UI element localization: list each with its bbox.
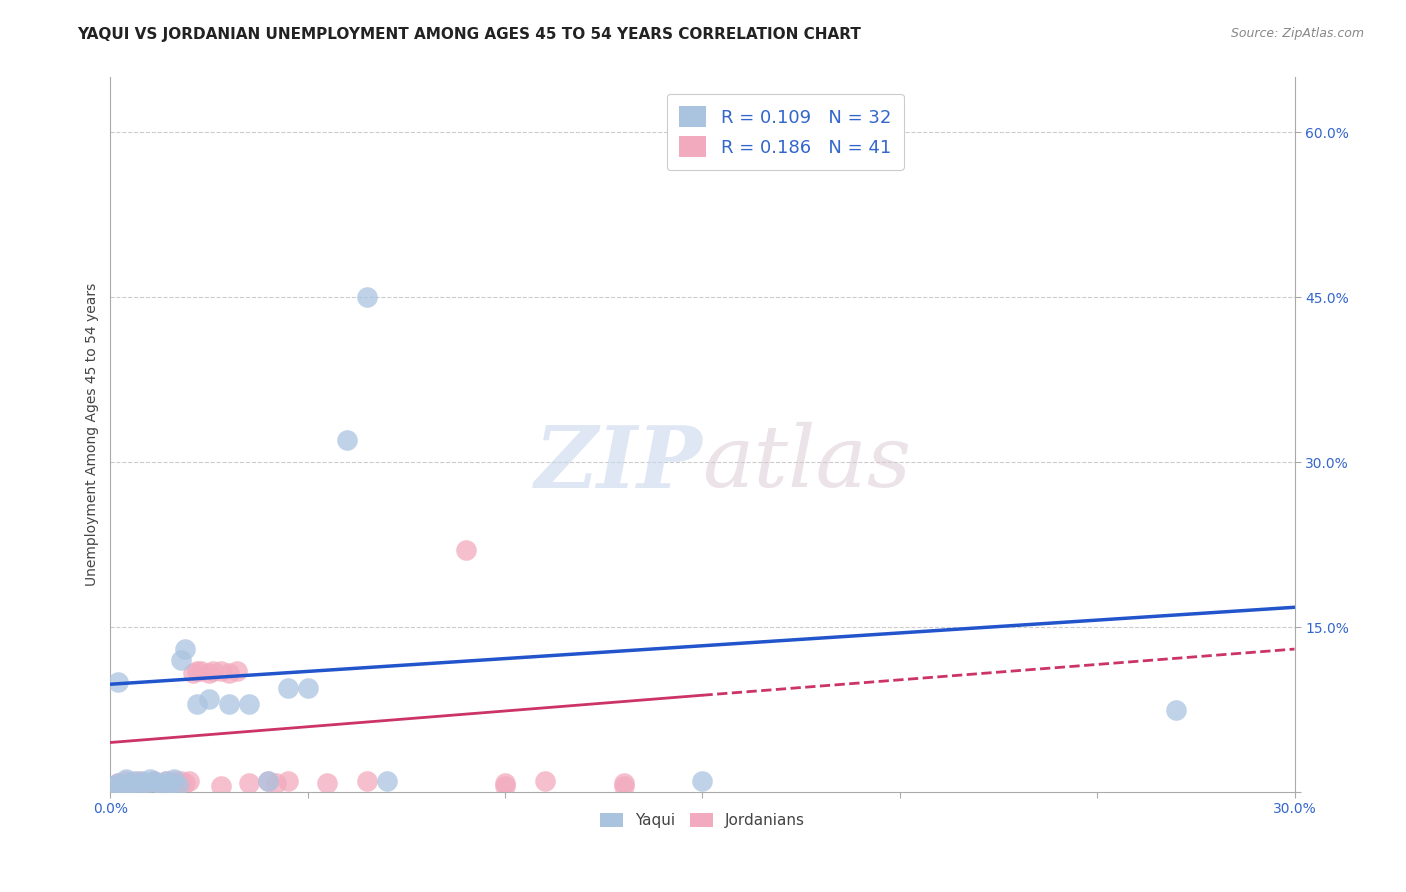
- Point: [209, 664, 232, 678]
- Point: [115, 774, 138, 789]
- Point: [170, 774, 193, 789]
- Point: [166, 776, 188, 790]
- Point: [181, 666, 204, 681]
- Point: [135, 776, 157, 790]
- Point: [612, 776, 634, 790]
- Point: [186, 664, 208, 678]
- Point: [111, 778, 134, 792]
- Point: [209, 780, 232, 794]
- Point: [257, 774, 280, 789]
- Point: [316, 776, 339, 790]
- Point: [277, 774, 299, 789]
- Point: [107, 776, 129, 790]
- Point: [139, 776, 162, 790]
- Point: [127, 778, 149, 792]
- Point: [146, 776, 169, 790]
- Point: [190, 664, 212, 678]
- Point: [533, 774, 555, 789]
- Point: [150, 778, 173, 792]
- Point: [264, 776, 287, 790]
- Legend: Yaqui, Jordanians: Yaqui, Jordanians: [593, 806, 811, 834]
- Point: [1164, 702, 1187, 716]
- Point: [122, 778, 145, 792]
- Point: [162, 774, 184, 789]
- Point: [336, 433, 359, 447]
- Point: [297, 681, 319, 695]
- Point: [103, 780, 125, 794]
- Point: [139, 772, 162, 786]
- Point: [115, 772, 138, 786]
- Point: [225, 664, 247, 678]
- Point: [356, 774, 378, 789]
- Point: [218, 666, 240, 681]
- Y-axis label: Unemployment Among Ages 45 to 54 years: Unemployment Among Ages 45 to 54 years: [86, 283, 100, 586]
- Point: [162, 772, 184, 786]
- Point: [142, 774, 165, 789]
- Point: [142, 774, 165, 789]
- Point: [202, 664, 225, 678]
- Point: [131, 776, 153, 790]
- Point: [198, 691, 221, 706]
- Point: [238, 776, 260, 790]
- Point: [159, 776, 181, 790]
- Point: [120, 776, 142, 790]
- Point: [454, 543, 477, 558]
- Point: [166, 778, 188, 792]
- Point: [111, 778, 134, 792]
- Point: [155, 774, 177, 789]
- Point: [159, 776, 181, 790]
- Text: YAQUI VS JORDANIAN UNEMPLOYMENT AMONG AGES 45 TO 54 YEARS CORRELATION CHART: YAQUI VS JORDANIAN UNEMPLOYMENT AMONG AG…: [77, 27, 862, 42]
- Point: [107, 776, 129, 790]
- Point: [494, 780, 516, 794]
- Point: [103, 780, 125, 794]
- Point: [356, 290, 378, 304]
- Point: [170, 653, 193, 667]
- Point: [155, 774, 177, 789]
- Text: ZIP: ZIP: [534, 422, 703, 505]
- Point: [107, 675, 129, 690]
- Point: [135, 778, 157, 792]
- Point: [612, 780, 634, 794]
- Point: [122, 774, 145, 789]
- Point: [375, 774, 398, 789]
- Point: [127, 774, 149, 789]
- Point: [218, 697, 240, 711]
- Point: [186, 697, 208, 711]
- Point: [146, 776, 169, 790]
- Point: [179, 774, 201, 789]
- Point: [174, 776, 197, 790]
- Point: [494, 776, 516, 790]
- Point: [120, 776, 142, 790]
- Point: [174, 642, 197, 657]
- Point: [131, 774, 153, 789]
- Point: [692, 774, 714, 789]
- Point: [277, 681, 299, 695]
- Text: Source: ZipAtlas.com: Source: ZipAtlas.com: [1230, 27, 1364, 40]
- Point: [238, 697, 260, 711]
- Text: atlas: atlas: [703, 422, 911, 505]
- Point: [150, 778, 173, 792]
- Point: [257, 774, 280, 789]
- Point: [198, 666, 221, 681]
